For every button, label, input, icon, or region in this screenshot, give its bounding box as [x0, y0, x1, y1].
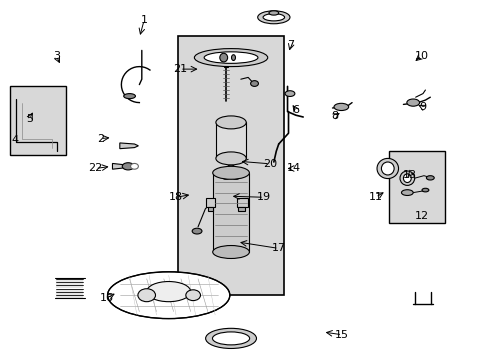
Ellipse shape — [130, 163, 138, 169]
Text: 1: 1 — [141, 15, 147, 25]
Ellipse shape — [192, 228, 202, 234]
Polygon shape — [112, 163, 124, 169]
Polygon shape — [120, 143, 138, 149]
Ellipse shape — [122, 163, 134, 170]
Ellipse shape — [257, 11, 289, 24]
Text: 4: 4 — [11, 135, 18, 145]
Ellipse shape — [381, 162, 393, 175]
Text: 7: 7 — [287, 40, 294, 50]
Ellipse shape — [204, 52, 258, 63]
Text: 10: 10 — [414, 51, 427, 61]
Text: 17: 17 — [271, 243, 285, 253]
Bar — [216, 122, 246, 158]
Text: 9: 9 — [419, 102, 426, 112]
Text: 13: 13 — [402, 170, 416, 180]
Bar — [207, 207, 213, 211]
Text: 12: 12 — [414, 211, 427, 221]
Ellipse shape — [194, 49, 267, 67]
Ellipse shape — [185, 290, 200, 301]
Ellipse shape — [401, 190, 412, 195]
Text: 18: 18 — [169, 192, 183, 202]
Text: 6: 6 — [292, 105, 299, 115]
Ellipse shape — [225, 170, 235, 175]
Ellipse shape — [333, 103, 348, 111]
Bar — [212, 173, 249, 252]
Bar — [237, 207, 244, 211]
Text: 16: 16 — [100, 293, 113, 303]
Text: 20: 20 — [263, 159, 276, 169]
Text: 2: 2 — [97, 134, 103, 144]
Ellipse shape — [146, 282, 190, 302]
Text: 21: 21 — [173, 64, 186, 74]
Bar — [237, 198, 247, 207]
Ellipse shape — [406, 99, 419, 106]
Ellipse shape — [426, 176, 433, 180]
Text: 15: 15 — [335, 330, 348, 340]
Ellipse shape — [285, 91, 294, 96]
Bar — [388, 151, 444, 223]
Ellipse shape — [399, 171, 414, 185]
Ellipse shape — [212, 246, 249, 258]
Ellipse shape — [231, 175, 240, 179]
Ellipse shape — [212, 166, 249, 179]
Text: 3: 3 — [53, 51, 60, 61]
Ellipse shape — [222, 175, 230, 179]
Ellipse shape — [376, 158, 398, 179]
Ellipse shape — [421, 188, 428, 192]
Ellipse shape — [268, 11, 278, 15]
Ellipse shape — [227, 165, 234, 170]
Ellipse shape — [219, 53, 227, 62]
Ellipse shape — [250, 81, 258, 86]
Bar — [10, 86, 66, 155]
Ellipse shape — [205, 328, 256, 348]
Ellipse shape — [123, 94, 135, 99]
Text: 11: 11 — [368, 192, 382, 202]
Bar — [205, 198, 215, 207]
Ellipse shape — [107, 272, 229, 319]
Ellipse shape — [231, 55, 235, 60]
Text: 8: 8 — [331, 111, 338, 121]
Bar — [178, 36, 283, 295]
Ellipse shape — [138, 289, 155, 302]
Ellipse shape — [263, 14, 284, 21]
Text: 22: 22 — [88, 163, 102, 174]
Text: 19: 19 — [257, 192, 270, 202]
Text: 14: 14 — [286, 163, 300, 174]
Text: 5: 5 — [26, 114, 33, 124]
Ellipse shape — [216, 152, 245, 165]
Ellipse shape — [212, 332, 249, 345]
Ellipse shape — [216, 116, 245, 129]
Ellipse shape — [403, 174, 410, 183]
